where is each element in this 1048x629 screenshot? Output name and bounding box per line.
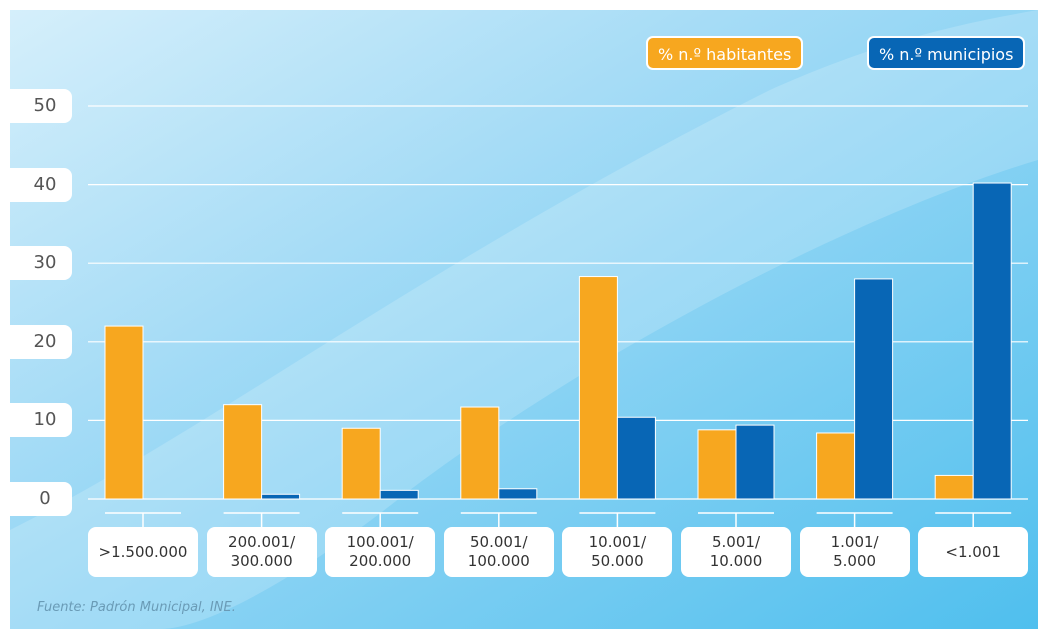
x-tick-label: 10.001/ 50.000: [562, 527, 673, 577]
y-tick-label: 40: [10, 167, 72, 202]
y-tick-label: 30: [10, 246, 72, 281]
bar-municipios: [854, 278, 894, 500]
chart-area: 0 10 20 30 40 50 >1.500.000 200.001/ 300.000 10…: [10, 10, 1038, 629]
bar-municipios: [261, 493, 301, 500]
bar-habitantes: [341, 427, 381, 500]
bar-habitantes: [816, 432, 856, 500]
y-tick-label: 20: [10, 324, 72, 359]
bar-habitantes: [460, 406, 500, 500]
bar-municipios: [498, 488, 538, 500]
category-tick-marks: [105, 512, 1012, 527]
y-tick-label: 0: [10, 482, 72, 516]
legend-habitantes: % n.º habitantes: [646, 36, 804, 70]
x-tick-label: 100.001/ 200.000: [325, 527, 436, 577]
bar-habitantes: [697, 429, 737, 500]
x-tick-label: 1.001/ 5.000: [799, 527, 910, 577]
x-tick-label: 50.001/ 100.000: [443, 527, 554, 577]
x-tick-label: <1.001: [918, 527, 1029, 577]
bar-municipios: [616, 416, 656, 500]
x-tick-label: >1.500.000: [88, 527, 198, 577]
x-tick-label: 200.001/ 300.000: [206, 527, 317, 577]
background-swoosh: [10, 10, 1038, 629]
legend-municipios: % n.º municipios: [867, 36, 1026, 70]
bar-habitantes: [104, 325, 144, 500]
y-tick-label: 50: [10, 89, 72, 123]
bar-habitantes: [578, 276, 618, 500]
bar-habitantes: [223, 404, 263, 500]
bars: [104, 182, 1012, 500]
x-tick-label: 5.001/ 10.000: [681, 527, 791, 577]
bar-municipios: [379, 489, 419, 500]
bar-municipios: [735, 424, 775, 500]
chart-canvas: [10, 10, 1038, 629]
y-tick-label: 10: [10, 403, 72, 438]
bar-habitantes: [934, 474, 974, 500]
source-note: Fuente: Padrón Municipal, INE.: [37, 600, 236, 615]
bar-municipios: [972, 182, 1012, 500]
